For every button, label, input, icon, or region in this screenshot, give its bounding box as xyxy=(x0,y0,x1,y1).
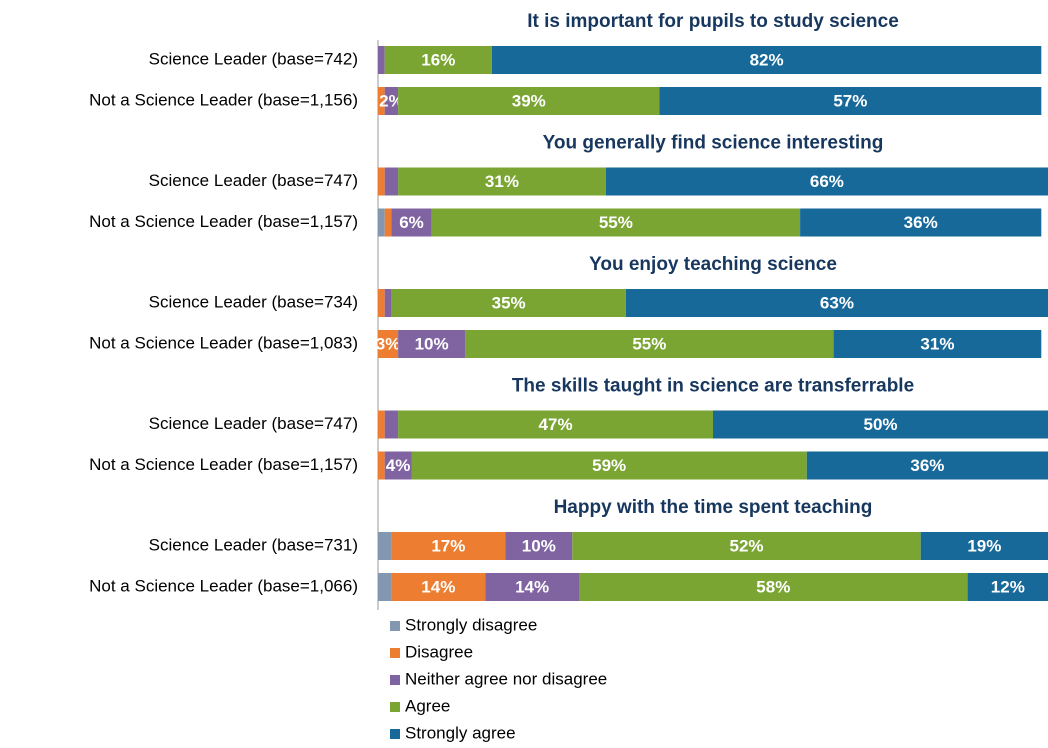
value-label: 31% xyxy=(485,172,519,191)
bar-segment xyxy=(391,573,486,601)
group-title: The skills taught in science are transfe… xyxy=(512,376,914,397)
bar-segment xyxy=(378,208,385,237)
category-label: Science Leader (base=734) xyxy=(149,292,358,311)
value-label: 10% xyxy=(415,334,449,353)
bar-segment xyxy=(398,330,466,358)
value-label: 66% xyxy=(810,172,844,191)
category-label: Not a Science Leader (base=1,157) xyxy=(89,455,358,474)
bar-segment xyxy=(572,532,921,560)
value-label: 36% xyxy=(904,213,938,232)
value-label: 6% xyxy=(399,213,424,232)
legend-label: Strongly agree xyxy=(405,723,516,742)
bar-segment xyxy=(806,451,1048,480)
bar-segment xyxy=(833,330,1042,358)
group-title: It is important for pupils to study scie… xyxy=(527,11,899,32)
legend-label: Agree xyxy=(405,696,450,715)
bar-segment xyxy=(579,573,968,601)
value-label: 16% xyxy=(421,50,455,69)
bar-segment xyxy=(605,167,1048,196)
value-label: 47% xyxy=(539,415,573,434)
value-label: 17% xyxy=(431,536,465,555)
bar-segment xyxy=(384,167,399,196)
category-label: Science Leader (base=742) xyxy=(149,49,358,68)
category-label: Science Leader (base=747) xyxy=(149,171,358,190)
value-label: 19% xyxy=(967,536,1001,555)
value-label: 55% xyxy=(632,334,666,353)
group-title: You enjoy teaching science xyxy=(589,254,837,275)
bar-segment xyxy=(465,330,834,358)
bar-segment xyxy=(713,410,1048,439)
bar-segment xyxy=(378,46,385,74)
value-label: 52% xyxy=(729,536,763,555)
value-label: 12% xyxy=(991,577,1025,596)
bar-segment xyxy=(378,451,385,480)
legend-label: Strongly disagree xyxy=(405,615,537,634)
value-label: 10% xyxy=(522,536,556,555)
value-label: 14% xyxy=(421,577,455,596)
value-label: 39% xyxy=(512,91,546,110)
legend-swatch xyxy=(390,648,400,658)
bar-segment xyxy=(398,87,660,115)
value-label: 57% xyxy=(833,91,867,110)
bar-segment xyxy=(920,532,1048,560)
legend-label: Neither agree nor disagree xyxy=(405,669,607,688)
value-label: 3% xyxy=(376,334,401,353)
bar-segment xyxy=(391,289,626,317)
bar-segment xyxy=(391,532,506,560)
legend-label: Disagree xyxy=(405,642,473,661)
bar-segment xyxy=(384,451,412,480)
bar-segment xyxy=(659,87,1042,115)
bar-segment xyxy=(491,46,1042,74)
category-label: Science Leader (base=731) xyxy=(149,535,358,554)
bar-segment xyxy=(378,410,385,439)
value-label: 82% xyxy=(750,50,784,69)
value-label: 59% xyxy=(592,456,626,475)
bar-segment xyxy=(431,208,801,237)
legend-swatch xyxy=(390,621,400,631)
bar-segment xyxy=(378,573,392,601)
bar-segment xyxy=(800,208,1042,237)
category-label: Not a Science Leader (base=1,083) xyxy=(89,333,358,352)
bar-segment xyxy=(378,87,385,115)
bar-segment xyxy=(384,87,399,115)
bar-segment xyxy=(378,532,392,560)
bar-segment xyxy=(391,208,432,237)
bar-segment xyxy=(384,410,399,439)
value-label: 58% xyxy=(756,577,790,596)
bar-segment xyxy=(378,330,399,358)
category-label: Not a Science Leader (base=1,066) xyxy=(89,576,358,595)
bar-segment xyxy=(485,573,579,601)
category-label: Not a Science Leader (base=1,156) xyxy=(89,90,358,109)
value-label: 31% xyxy=(920,334,954,353)
bar-segment xyxy=(384,208,392,237)
value-label: 55% xyxy=(599,213,633,232)
value-label: 50% xyxy=(863,415,897,434)
bar-segment xyxy=(384,289,392,317)
bar-segment xyxy=(398,167,606,196)
bar-segment xyxy=(378,289,385,317)
value-label: 36% xyxy=(910,456,944,475)
value-label: 4% xyxy=(386,456,411,475)
group-title: You generally find science interesting xyxy=(543,133,884,154)
bar-segment xyxy=(967,573,1048,601)
bar-segment xyxy=(384,46,492,74)
legend-swatch xyxy=(390,729,400,739)
bar-segment xyxy=(398,410,713,439)
bar-segment xyxy=(625,289,1048,317)
legend-swatch xyxy=(390,675,400,685)
value-label: 2% xyxy=(379,91,404,110)
bar-segment xyxy=(505,532,573,560)
value-label: 14% xyxy=(515,577,549,596)
bar-segment xyxy=(378,167,385,196)
category-label: Not a Science Leader (base=1,157) xyxy=(89,212,358,231)
bar-segment xyxy=(411,451,807,480)
value-label: 63% xyxy=(820,293,854,312)
value-label: 35% xyxy=(492,293,526,312)
category-label: Science Leader (base=747) xyxy=(149,414,358,433)
legend-swatch xyxy=(390,702,400,712)
group-title: Happy with the time spent teaching xyxy=(554,497,873,518)
